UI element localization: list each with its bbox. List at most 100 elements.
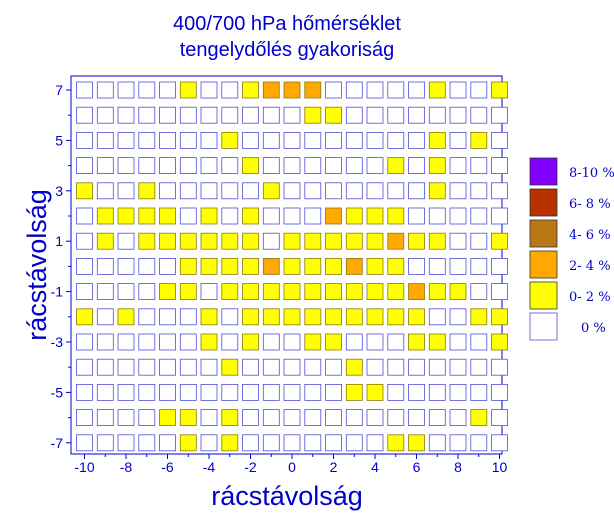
heatmap-cell (428, 207, 446, 225)
legend: 8-10 % 6- 8 % 4- 6 % 2- 4 % 0- 2 % 0 % (529, 157, 614, 341)
heatmap-cell (117, 182, 135, 200)
heatmap-cell (179, 333, 197, 351)
heatmap-cell (449, 207, 467, 225)
heatmap-cell (96, 283, 114, 301)
heatmap-cell (96, 434, 114, 452)
legend-label: 0 % (581, 321, 606, 336)
heatmap-cell (221, 409, 239, 427)
heatmap-cell (470, 383, 488, 401)
heatmap-cell (117, 207, 135, 225)
heatmap-cell (345, 308, 363, 326)
legend-swatch (529, 312, 558, 341)
legend-swatch (529, 157, 558, 186)
heatmap-cell (491, 207, 508, 225)
heatmap-cell (449, 257, 467, 275)
heatmap-cell (283, 283, 301, 301)
heatmap-cell (138, 358, 156, 376)
heatmap-cell (304, 232, 322, 250)
heatmap-cell (242, 182, 259, 200)
heatmap-cell (470, 81, 488, 99)
heatmap-cell (449, 81, 467, 99)
heatmap-cell (366, 358, 384, 376)
heatmap-cell (387, 434, 405, 452)
heatmap-cell (96, 333, 114, 351)
heatmap-cell (387, 358, 405, 376)
legend-swatch (529, 188, 558, 217)
heatmap-cell (366, 333, 384, 351)
legend-label: 4- 6 % (569, 228, 611, 243)
heatmap-cells (76, 81, 508, 452)
heatmap-cell (449, 434, 467, 452)
heatmap-cell (325, 333, 342, 351)
heatmap-cell (159, 333, 176, 351)
heatmap-cell (345, 409, 363, 427)
heatmap-cell (345, 283, 363, 301)
heatmap-cell (325, 434, 342, 452)
heatmap-cell (366, 383, 384, 401)
heatmap-cell (179, 131, 197, 149)
heatmap-cell (387, 308, 405, 326)
heatmap-cell (366, 106, 384, 124)
heatmap-cell (76, 157, 93, 175)
heatmap-cell (117, 257, 135, 275)
heatmap-cell (159, 409, 176, 427)
heatmap-cell (76, 283, 93, 301)
heatmap-cell (387, 283, 405, 301)
heatmap-cell (76, 434, 93, 452)
x-tick-label: 2 (330, 459, 338, 475)
heatmap-cell (283, 131, 301, 149)
heatmap-cell (408, 434, 425, 452)
heatmap-cell (96, 182, 114, 200)
heatmap-cell (428, 257, 446, 275)
heatmap-cell (428, 409, 446, 427)
x-tick-label: -10 (74, 459, 94, 475)
heatmap-cell (200, 81, 218, 99)
heatmap-cell (304, 409, 322, 427)
heatmap-cell (283, 81, 301, 99)
heatmap-cell (428, 358, 446, 376)
heatmap-cell (325, 106, 342, 124)
heatmap-cell (304, 81, 322, 99)
heatmap-cell (242, 383, 259, 401)
heatmap-cell (96, 131, 114, 149)
heatmap-cell (138, 131, 156, 149)
heatmap-cell (387, 333, 405, 351)
heatmap-cell (470, 106, 488, 124)
heatmap-cell (242, 409, 259, 427)
heatmap-cell (262, 283, 280, 301)
heatmap-cell (221, 283, 239, 301)
heatmap-cell (262, 157, 280, 175)
heatmap-cell (200, 358, 218, 376)
heatmap-cell (304, 207, 322, 225)
heatmap-cell (96, 157, 114, 175)
heatmap-cell (449, 358, 467, 376)
heatmap-cell (159, 207, 176, 225)
heatmap-cell (200, 333, 218, 351)
heatmap-cell (242, 358, 259, 376)
heatmap-cell (262, 232, 280, 250)
heatmap-cell (470, 131, 488, 149)
heatmap-cell (304, 257, 322, 275)
y-axis-ticks: 7 5 3 1 -1 -3 -5 -7 (51, 82, 71, 451)
heatmap-cell (138, 157, 156, 175)
heatmap-cell (200, 383, 218, 401)
heatmap-cell (138, 257, 156, 275)
heatmap-cell (304, 182, 322, 200)
heatmap-cell (159, 358, 176, 376)
heatmap-cell (345, 81, 363, 99)
heatmap-cell (470, 358, 488, 376)
heatmap-cell (408, 358, 425, 376)
heatmap-cell (200, 207, 218, 225)
heatmap-cell (325, 182, 342, 200)
heatmap-cell (366, 207, 384, 225)
heatmap-cell (345, 257, 363, 275)
heatmap-cell (179, 283, 197, 301)
heatmap-cell (491, 308, 508, 326)
heatmap-cell (262, 383, 280, 401)
heatmap-cell (470, 257, 488, 275)
heatmap-cell (325, 283, 342, 301)
heatmap-cell (387, 182, 405, 200)
heatmap-cell (428, 182, 446, 200)
heatmap-cell (96, 207, 114, 225)
heatmap-cell (470, 283, 488, 301)
